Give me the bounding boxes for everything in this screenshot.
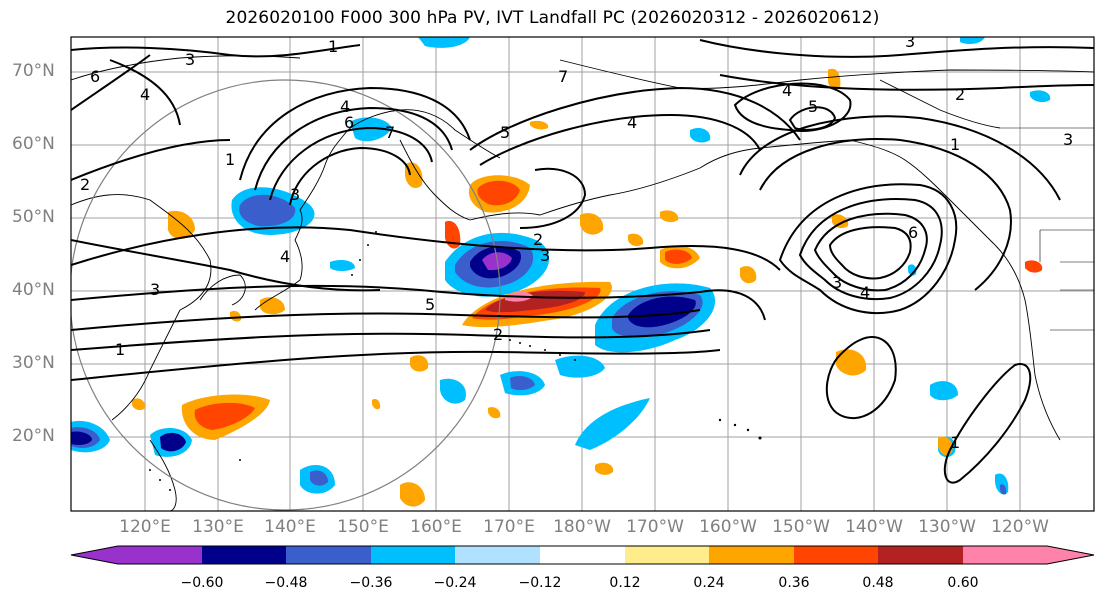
- contour-label: 6: [344, 113, 354, 132]
- contour-label: 2: [80, 175, 90, 194]
- colorbar-cell: [794, 546, 879, 564]
- contour-label: 3: [540, 246, 550, 265]
- lon-label-170e: 170°E: [483, 517, 535, 537]
- contour-label: 5: [425, 295, 435, 314]
- contour-label: 1: [950, 433, 960, 452]
- colorbar-tick-label: −0.48: [264, 575, 308, 591]
- lon-label-170w: 170°W: [626, 517, 684, 537]
- colorbar-tick-label: 0.48: [862, 575, 894, 591]
- contour-label: 1: [950, 135, 960, 154]
- island-chains: [149, 231, 762, 491]
- colorbar-tick-label: 0.60: [947, 575, 979, 591]
- lon-label-130e: 130°E: [192, 517, 244, 537]
- contour-label: 3: [150, 280, 160, 299]
- contour-label: 7: [385, 123, 395, 142]
- lon-label-180w: 180°W: [553, 517, 611, 537]
- colorbar-tick-label: −0.36: [349, 575, 393, 591]
- colorbar-outline: [70, 545, 1095, 565]
- colorbar-cell: [878, 546, 964, 564]
- contour-label: 7: [558, 67, 568, 86]
- contour-label: 2: [493, 325, 503, 344]
- lat-label-70n: 70°N: [12, 61, 55, 81]
- lon-label-160e: 160°E: [410, 517, 462, 537]
- lat-label-30n: 30°N: [12, 353, 55, 373]
- contour-label: 3: [832, 273, 842, 292]
- lat-label-20n: 20°N: [12, 426, 55, 446]
- colorbar-tick-label: −0.60: [180, 575, 224, 591]
- colorbar-cell: [625, 546, 710, 564]
- contour-label: 4: [860, 283, 870, 302]
- contour-label: 4: [627, 113, 637, 132]
- colorbar-tick-label: 0.24: [693, 575, 725, 591]
- colorbar-tick-label: 0.12: [609, 575, 641, 591]
- lon-label-120w: 120°W: [991, 517, 1049, 537]
- contour-label: 3: [905, 32, 915, 51]
- pv-contour-labels: 5 4 2 3 2 5 7 4 4 5 6 4 3 1 2 3 3 1 1 3 …: [80, 32, 1073, 452]
- map-title: 2026020100 F000 300 hPa PV, IVT Landfall…: [225, 8, 880, 28]
- colorbar-cell: [202, 546, 287, 564]
- contour-label: 2: [533, 230, 543, 249]
- lon-label-140w: 140°W: [845, 517, 903, 537]
- coastlines: [71, 55, 1094, 511]
- map-frame: [70, 36, 1095, 512]
- contour-label: 1: [115, 340, 125, 359]
- pv-contours: [71, 39, 1094, 484]
- lon-label-140e: 140°E: [264, 517, 316, 537]
- colorbar-cell: [118, 546, 203, 564]
- contour-label: 4: [140, 85, 150, 104]
- lon-label-120e: 120°E: [119, 517, 171, 537]
- contour-label: 3: [185, 50, 195, 69]
- colorbar-cell: [709, 546, 795, 564]
- contour-label: 3: [290, 185, 300, 204]
- colorbar: [70, 545, 1095, 565]
- lon-label-130w: 130°W: [918, 517, 976, 537]
- colorbar-cell: [455, 546, 541, 564]
- colorbar-tick-label: −0.24: [433, 575, 477, 591]
- colorbar-tick-label: −0.12: [518, 575, 562, 591]
- colorbar-cell: [963, 546, 1048, 564]
- colorbar-tick-label: 0.36: [778, 575, 810, 591]
- contour-label: 4: [782, 81, 792, 100]
- contour-label: 5: [808, 97, 818, 116]
- contour-label: 6: [908, 223, 918, 242]
- colorbar-extend-max: [1047, 546, 1094, 564]
- lat-label-60n: 60°N: [12, 134, 55, 154]
- contour-label: 4: [280, 247, 290, 266]
- contour-label: 6: [90, 67, 100, 86]
- contour-label: 2: [955, 85, 965, 104]
- map-plot-area: 5 4 2 3 2 5 7 4 4 5 6 4 3 1 2 3 3 1 1 3 …: [71, 32, 1094, 511]
- contour-label: 5: [500, 123, 510, 142]
- colorbar-cell: [540, 546, 626, 564]
- colorbar-cell: [286, 546, 372, 564]
- colorbar-cells: [118, 546, 1048, 564]
- contour-label: 4: [340, 97, 350, 116]
- lon-label-150w: 150°W: [772, 517, 830, 537]
- contour-label: 3: [1063, 130, 1073, 149]
- lon-label-160w: 160°W: [699, 517, 757, 537]
- lat-label-50n: 50°N: [12, 207, 55, 227]
- lon-label-150e: 150°E: [337, 517, 389, 537]
- contour-label: 1: [225, 150, 235, 169]
- colorbar-cell: [371, 546, 456, 564]
- contour-label: 1: [328, 37, 338, 56]
- lat-label-40n: 40°N: [12, 280, 55, 300]
- colorbar-extend-min: [71, 546, 118, 564]
